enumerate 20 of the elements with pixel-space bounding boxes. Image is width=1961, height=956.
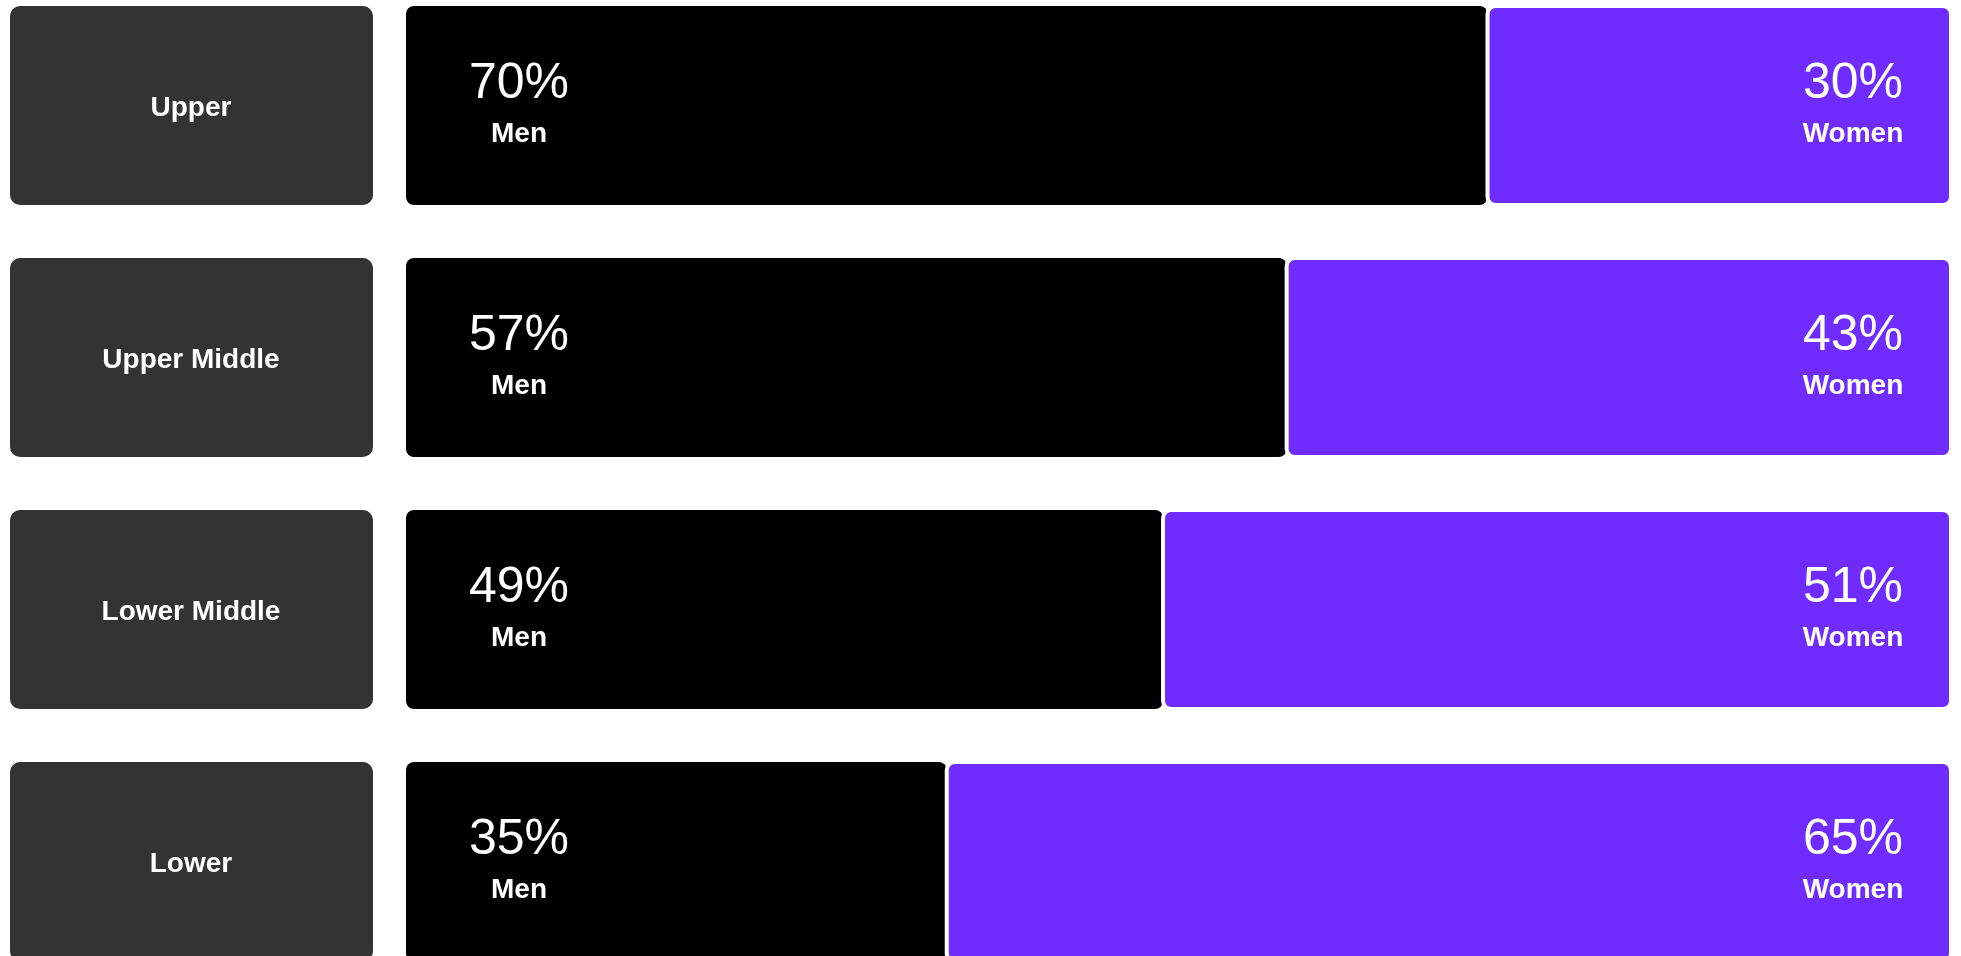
text: Men	[491, 369, 547, 400]
data-label: 51%	[1802, 557, 1904, 613]
text: Women	[1802, 369, 1904, 400]
data-label: 57%	[468, 305, 570, 361]
text: Men	[491, 621, 547, 652]
data-label: 43%	[1802, 305, 1904, 361]
data-label: 35%	[468, 809, 570, 865]
y-tick-label: Lower Middle	[101, 594, 281, 626]
data-label: 49%	[468, 557, 570, 613]
data-label: 30%	[1802, 53, 1904, 109]
series-label: Women	[1802, 117, 1904, 148]
y-tick-label: Upper Middle	[102, 342, 280, 374]
text: Women	[1802, 873, 1904, 904]
series-label: Men	[491, 117, 547, 148]
y-tick-label: Lower	[149, 846, 233, 878]
text: Women	[1802, 621, 1904, 652]
y-tick-label: Upper	[150, 90, 232, 122]
text: Men	[491, 873, 547, 904]
data-label: 70%	[468, 53, 570, 109]
data-label: 65%	[1802, 809, 1904, 865]
